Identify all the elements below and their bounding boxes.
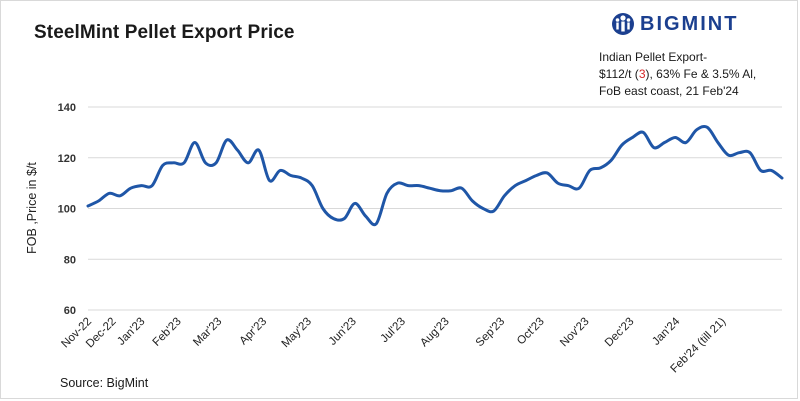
y-axis-label: FOB ,Price in $/t [25, 162, 39, 254]
y-tick-label: 100 [58, 204, 76, 216]
x-tick-label: Aug'23 [418, 316, 452, 350]
y-tick-label: 60 [64, 305, 76, 317]
x-tick-label: Oct'23 [515, 316, 547, 348]
annotation-change: 3 [638, 67, 646, 81]
x-tick-label: Dec'23 [603, 316, 637, 350]
bigmint-people-logo-icon [612, 13, 634, 35]
x-tick-label: May'23 [280, 316, 314, 350]
x-tick-label: Nov'23 [558, 316, 592, 350]
y-tick-label: 120 [58, 153, 76, 165]
annotation-line-3: FoB east coast, 21 Feb'24 [599, 84, 739, 98]
x-tick-label: Sep'23 [474, 316, 508, 350]
source-note: Source: BigMint [60, 376, 149, 390]
x-tick-label: Feb'23 [151, 316, 184, 349]
series-group [86, 124, 784, 227]
annotation-grade: ), 63% Fe & 3.5% Al, [645, 67, 757, 81]
annotation-line-2: $112/t (3), 63% Fe & 3.5% Al, [599, 66, 756, 83]
x-tick-label: Mar'23 [191, 316, 224, 349]
x-tick-label: Jan'24 [650, 315, 683, 348]
bigmint-logo: BIGMINT [612, 10, 738, 38]
annotation-line-1: Indian Pellet Export- [599, 50, 708, 64]
x-tick-label: Jan'23 [115, 316, 147, 348]
series-line [86, 124, 784, 227]
price-annotation: Indian Pellet Export- $112/t (3), 63% Fe… [599, 49, 756, 100]
y-tick-label: 80 [64, 254, 76, 266]
gridlines [88, 106, 782, 311]
x-tick-label: Jun'23 [327, 316, 359, 348]
x-tick-label: Apr'23 [237, 316, 269, 348]
x-tick-label: Jul'23 [379, 316, 408, 345]
logo-text: BIGMINT [640, 12, 739, 35]
y-axis-ticks: 60 80 100 120 140 [58, 102, 76, 317]
annotation-price: $112/t ( [599, 67, 639, 81]
y-tick-label: 140 [58, 102, 76, 114]
chart-title: SteelMint Pellet Export Price [34, 22, 295, 43]
